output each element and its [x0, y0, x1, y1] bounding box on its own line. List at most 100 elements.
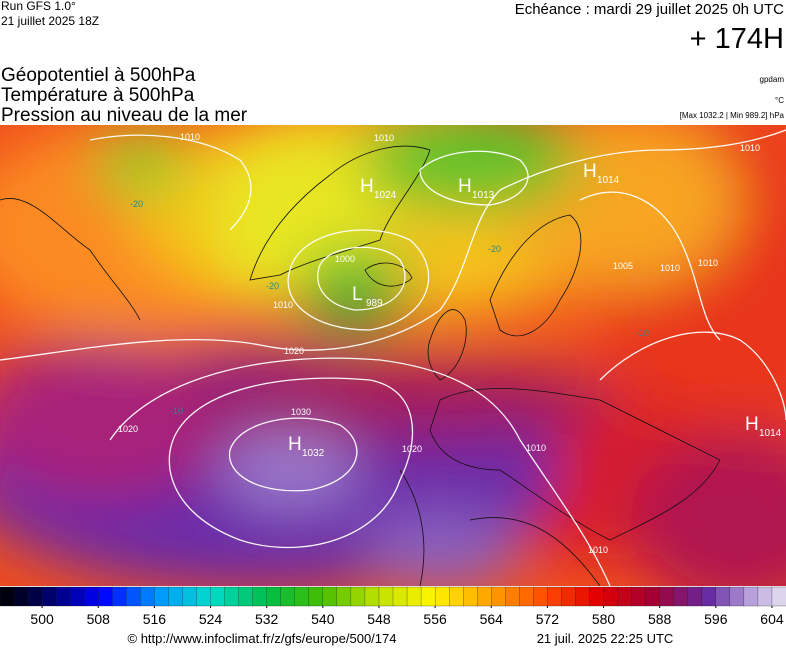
unit-label: [Max 1032.2 | Min 989.2] hPa: [680, 111, 785, 120]
colorbar-cell: [575, 586, 591, 607]
colorbar-cell: [84, 586, 99, 607]
colorbar-cell: [771, 586, 786, 607]
colorbar-cell: [336, 586, 352, 607]
colorbar-cell: [463, 586, 478, 607]
isobar: [317, 246, 406, 311]
colorbar-cell: [673, 586, 689, 607]
system-letter: H: [583, 161, 597, 182]
generated-time: 21 juil. 2025 22:25 UTC: [537, 631, 674, 646]
colorbar-cell: [603, 586, 619, 607]
colorbar-label: 596: [704, 611, 728, 627]
colorbar-cell: [41, 586, 57, 607]
coastline: [427, 309, 467, 381]
system-letter: L: [352, 284, 363, 305]
temperature-label: -20: [266, 281, 279, 291]
colorbar-label: 500: [30, 611, 54, 627]
colorbar-cell: [350, 586, 366, 607]
colorbar-cell: [168, 586, 184, 607]
colorbar-cell: [126, 586, 142, 607]
coastline: [0, 198, 141, 321]
isobar-label: 1020: [118, 424, 138, 434]
colorbar-label: 548: [367, 611, 391, 627]
system-letter: H: [745, 414, 759, 435]
system-pressure: 1024: [374, 190, 397, 201]
colorbar-cell: [182, 586, 198, 607]
lead-time: + 174H: [690, 23, 784, 55]
colorbar-label: 508: [87, 611, 111, 627]
isobar: [109, 357, 611, 586]
title-line: Géopotentiel à 500hPa: [1, 65, 196, 86]
valid-time: Echéance : mardi 29 juillet 2025 0h UTC: [515, 1, 784, 18]
colorbar-cell: [70, 586, 85, 607]
isobar-label: 1020: [402, 444, 422, 454]
coastline: [489, 214, 582, 337]
colorbar-cell: [280, 586, 296, 607]
colorbar-cell: [561, 586, 577, 607]
colorbar-cell: [715, 586, 731, 607]
colorbar-cell: [266, 586, 282, 607]
colorbar: 500 508 516 524 532 540 548 556 564 572 580 588 596 6…: [0, 586, 786, 627]
colorbar-cell: [757, 586, 773, 607]
temperature-label: -20: [488, 244, 501, 254]
system-pressure: 1032: [302, 448, 325, 459]
colorbar-cell: [0, 586, 15, 607]
colorbar-cell: [589, 586, 605, 607]
temperature-label: -10: [170, 406, 183, 416]
colorbar-cell: [392, 586, 408, 607]
isobar-label: 1020: [284, 346, 304, 356]
system-pressure: 1014: [597, 175, 620, 186]
colorbar-cell: [322, 586, 338, 607]
colorbar-cell: [701, 586, 717, 607]
colorbar-cell: [533, 586, 549, 607]
isobar-label: 1000: [335, 254, 355, 264]
system-pressure: 1013: [472, 190, 495, 201]
colorbar-cell: [448, 586, 464, 607]
isobar-label: 1005: [613, 261, 633, 271]
colorbar-cell: [547, 586, 563, 607]
colorbar-label: 524: [199, 611, 223, 627]
temperature-label: -20: [130, 199, 143, 209]
coastline: [429, 388, 721, 541]
run-label: Run GFS 1.0°: [1, 0, 76, 13]
colorbar-cell: [210, 586, 226, 607]
colorbar-cell: [406, 586, 422, 607]
isobar: [579, 191, 721, 341]
colorbar-cell: [308, 586, 324, 607]
colorbar-cell: [252, 586, 268, 607]
colorbar-label: 516: [143, 611, 167, 627]
coastline: [399, 469, 601, 586]
isobar-label: 1010: [660, 263, 680, 273]
colorbar-cell: [729, 586, 745, 607]
unit-label: °C: [775, 96, 784, 105]
system-pressure: 1014: [759, 428, 782, 439]
map-area: [0, 125, 786, 586]
colorbar-label: 572: [536, 611, 560, 627]
system-pressure: 989: [366, 298, 383, 309]
isobar: [599, 331, 786, 421]
colorbar-cell: [364, 586, 380, 607]
temperature-label: -10: [636, 328, 649, 338]
isobar-label: 1010: [526, 443, 546, 453]
colorbar-cell: [294, 586, 310, 607]
colorbar-cell: [224, 586, 240, 607]
colorbar-label: 532: [255, 611, 279, 627]
colorbar-label: 540: [311, 611, 335, 627]
title-line: Pression au niveau de la mer: [1, 105, 248, 126]
isobar-label: 1030: [291, 407, 311, 417]
system-letter: H: [458, 176, 472, 197]
colorbar-label: 564: [480, 611, 504, 627]
isobar-label: 1010: [740, 143, 760, 153]
colorbar-cell: [420, 586, 436, 607]
system-letter: H: [360, 176, 374, 197]
colorbar-label: 604: [760, 611, 784, 627]
isobar-label: 1010: [273, 300, 293, 310]
unit-label: gpdam: [760, 75, 785, 84]
colorbar-label: 580: [592, 611, 616, 627]
colorbar-cell: [154, 586, 170, 607]
isobar: [168, 377, 414, 549]
colorbar-cell: [112, 586, 127, 607]
colorbar-cell: [55, 586, 71, 607]
